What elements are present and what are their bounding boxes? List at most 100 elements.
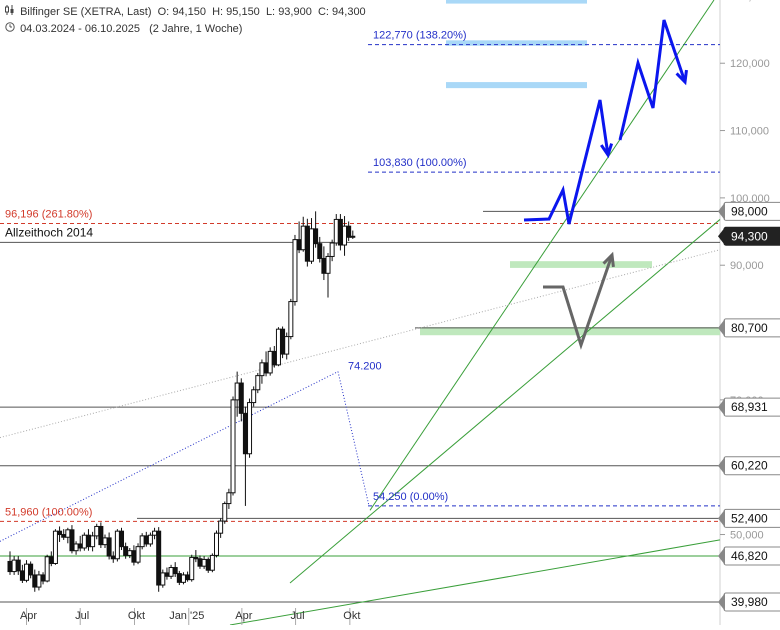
candle-body-up <box>36 574 42 588</box>
candle <box>69 525 75 554</box>
candle <box>308 218 314 264</box>
candle-body-down <box>28 563 34 576</box>
candle-body-down <box>7 560 13 573</box>
trendline-layer <box>0 0 721 626</box>
candle <box>271 346 277 368</box>
candle-body-up <box>81 534 87 549</box>
candle-body-down <box>106 537 112 557</box>
candle-body-up <box>214 532 219 556</box>
candle <box>24 560 30 583</box>
candle-body-up <box>65 529 71 538</box>
candle-body-down <box>296 239 302 251</box>
candle <box>242 406 248 506</box>
candle-body-down <box>123 546 129 556</box>
candle-body-up <box>275 328 281 366</box>
target-zone <box>446 40 587 46</box>
fibonacci-label: 96,196 (261.80%) <box>5 208 92 220</box>
candle-body-up <box>94 525 100 537</box>
fibonacci-connector <box>0 371 339 542</box>
x-tick-label: Jul <box>291 610 305 622</box>
candle-body-up <box>230 399 236 494</box>
candle-body-down <box>172 567 178 575</box>
candle <box>110 551 116 563</box>
candle-body-up <box>284 336 290 355</box>
candle-body-up <box>255 375 261 391</box>
candle <box>304 218 310 267</box>
x-tick-label: Jul <box>75 610 89 622</box>
candle <box>317 236 323 263</box>
candle-body-up <box>226 492 232 505</box>
candle <box>284 332 290 360</box>
candle <box>85 529 91 551</box>
candle-body-up <box>300 225 306 251</box>
price-tag-label: 60,220 <box>731 459 768 473</box>
candle <box>255 372 261 394</box>
candle-body-down <box>143 535 149 545</box>
candle <box>350 230 356 239</box>
candle-body-down <box>313 228 319 245</box>
period: (2 Jahre, 1 Woche) <box>149 23 243 35</box>
candle <box>329 239 335 262</box>
candle <box>296 221 302 254</box>
candle-body-up <box>11 559 17 573</box>
candle <box>164 567 170 580</box>
candle-body-down <box>32 574 38 588</box>
candle <box>19 564 25 584</box>
candle <box>32 569 38 592</box>
level-layer <box>0 44 720 603</box>
candle <box>139 533 145 550</box>
candle <box>234 371 240 417</box>
price-tag-label: 52,400 <box>731 511 768 525</box>
candle-body-down <box>280 328 286 355</box>
candle <box>131 545 137 566</box>
candle <box>226 488 232 509</box>
projection-arrow-blue-1-head <box>600 143 614 159</box>
price-tag-pointer <box>718 593 725 611</box>
candle-layer <box>7 211 356 592</box>
candle-body-down <box>156 530 162 586</box>
candle-body-up <box>127 550 133 556</box>
candle-body-up <box>325 255 331 274</box>
candle-body-down <box>238 382 244 414</box>
candle-body-up <box>24 563 30 581</box>
candle <box>65 527 71 544</box>
y-tick-label: 130,000 <box>730 0 770 3</box>
candle-body-up <box>147 534 153 545</box>
fibonacci-label: 51,960 (100.00%) <box>5 506 92 518</box>
candle-body-up <box>342 225 348 246</box>
candle-body-up <box>251 389 257 404</box>
price-tag-pointer <box>718 318 725 337</box>
candle-body-down <box>271 350 277 366</box>
candle-body-down <box>337 218 343 246</box>
candle <box>40 572 46 585</box>
candle <box>52 529 58 565</box>
candle <box>333 214 339 246</box>
trendline-mid <box>289 219 721 584</box>
fibonacci-connector <box>337 371 370 507</box>
candle <box>197 555 203 569</box>
close-label: C: <box>317 6 329 18</box>
candle <box>280 326 286 359</box>
candle <box>267 347 273 376</box>
candle <box>288 298 294 340</box>
candle-body-up <box>52 530 58 564</box>
candle-body-down <box>40 574 46 582</box>
candlestick-icon <box>5 5 17 18</box>
candle <box>259 359 265 384</box>
candle <box>346 221 352 241</box>
fibonacci-label: 122,770 (138.20%) <box>373 30 467 42</box>
candle <box>57 526 63 542</box>
candle-body-down <box>57 530 63 536</box>
candle <box>135 543 141 565</box>
candle <box>106 532 112 560</box>
price-tag-label: 68,931 <box>731 400 768 414</box>
candle-body-down <box>193 556 199 560</box>
candle <box>160 569 166 588</box>
zone-layer <box>420 0 720 336</box>
fib-swing-high-label: 74.200 <box>348 361 382 373</box>
candle-body-down <box>110 555 116 560</box>
projection-arrow-blue-1 <box>523 99 610 225</box>
candle-body-up <box>288 301 294 338</box>
